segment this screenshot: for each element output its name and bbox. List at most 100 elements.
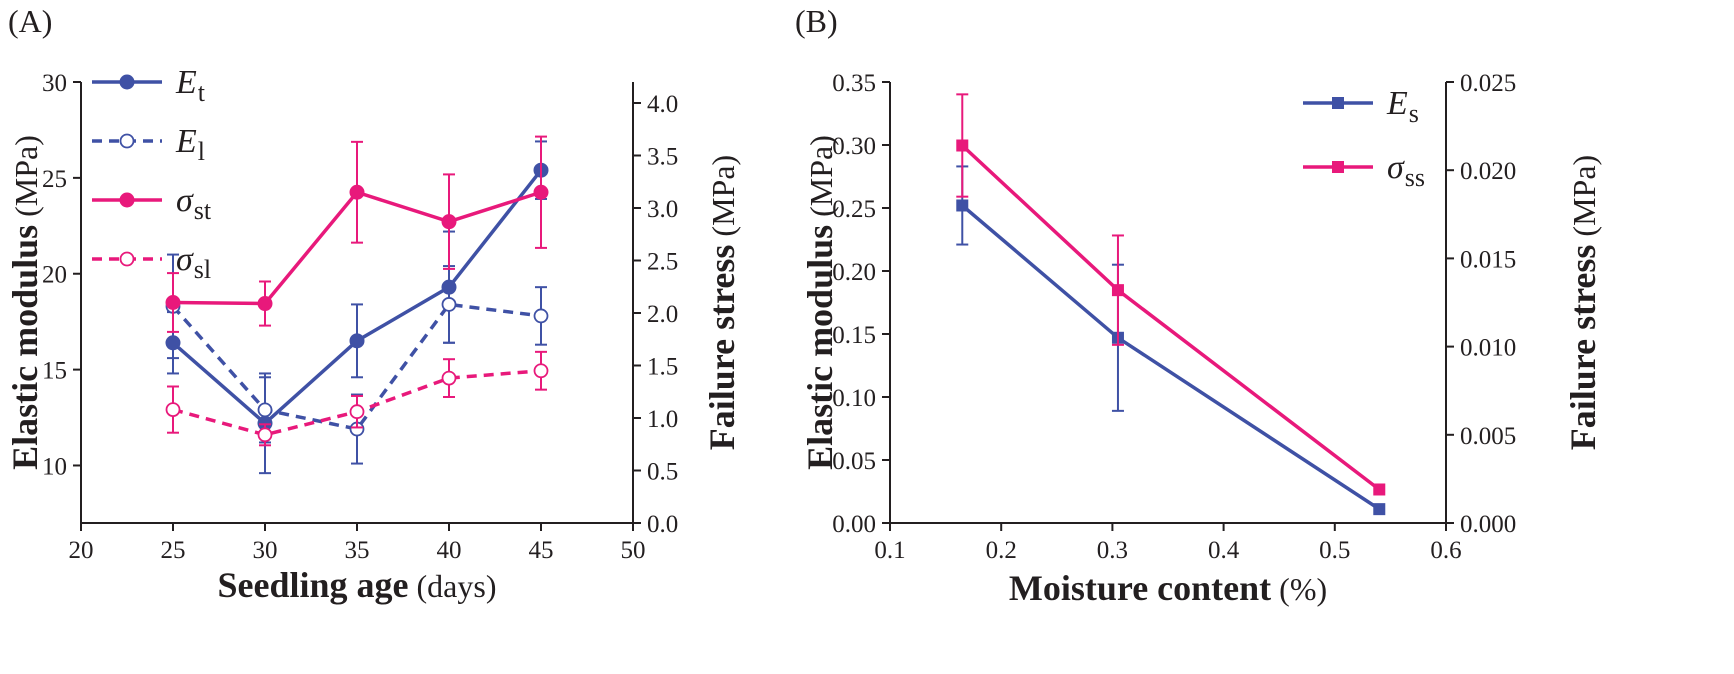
y-tick-label: 30: [42, 70, 67, 97]
x-tick-label: 20: [69, 537, 94, 564]
y-axis-title-main: Elastic modulus: [5, 225, 45, 470]
x-axis-title: Moisture content (%): [1009, 568, 1327, 608]
data-point-st: [349, 184, 365, 200]
data-point-st: [441, 214, 457, 230]
data-point-st: [533, 184, 549, 200]
y-tick-label: 0.05: [832, 448, 876, 475]
y-tick-label: 0.35: [832, 70, 876, 97]
y2-tick-label: 1.0: [647, 406, 678, 433]
y2-tick-label: 0.5: [647, 459, 678, 486]
legend-marker: [1332, 97, 1344, 109]
y2-axis-title-main: Failure stress: [1563, 245, 1603, 451]
data-point-ss: [1373, 483, 1386, 496]
legend-subscript: t: [198, 78, 206, 107]
x-tick-label: 45: [529, 537, 554, 564]
data-point-ss: [1111, 284, 1124, 297]
panel-label: (A): [8, 3, 52, 39]
y-tick-label: 0.15: [832, 322, 876, 349]
x-axis-title-main: Seedling age: [218, 565, 409, 605]
y2-axis-title-main: Failure stress: [702, 245, 742, 451]
data-point-sl: [441, 370, 457, 386]
y-axis-title: Elastic modulus (MPa): [5, 135, 45, 470]
legend-marker: [119, 192, 135, 208]
data-point-sl: [257, 427, 273, 443]
y2-tick-label: 0.020: [1460, 158, 1516, 185]
data-point-ss: [956, 139, 969, 152]
y2-tick-label: 0.005: [1460, 423, 1516, 450]
y-tick-label: 0.20: [832, 259, 876, 286]
legend-marker: [119, 251, 135, 267]
y2-tick-label: 1.5: [647, 354, 678, 381]
data-point-t: [349, 333, 365, 349]
legend-label: El: [175, 123, 205, 166]
y-tick-label: 0.25: [832, 196, 876, 223]
y2-tick-label: 4.0: [647, 91, 678, 118]
legend-label: Es: [1386, 85, 1419, 128]
data-point-s: [1373, 503, 1386, 516]
legend-symbol: E: [1386, 85, 1408, 122]
y-axis-title-unit: (MPa): [8, 135, 44, 217]
data-point-st: [257, 296, 273, 312]
legend-symbol: σ: [176, 241, 194, 278]
x-tick-label: 25: [161, 537, 186, 564]
y2-tick-label: 2.5: [647, 249, 678, 276]
x-tick-label: 40: [437, 537, 462, 564]
y-axis-title: Elastic modulus (MPa): [800, 135, 840, 470]
y-tick-label: 0.10: [832, 385, 876, 412]
x-tick-label: 0.6: [1430, 537, 1461, 564]
y2-tick-label: 3.0: [647, 196, 678, 223]
x-tick-label: 0.5: [1319, 537, 1350, 564]
y-tick-label: 10: [42, 453, 67, 480]
y2-tick-label: 0.015: [1460, 246, 1516, 273]
y-tick-label: 15: [42, 358, 67, 385]
legend-label: σsl: [176, 241, 211, 284]
data-point-sl: [165, 402, 181, 418]
data-point-st: [165, 295, 181, 310]
legend-label: Et: [175, 64, 206, 107]
y-axis-title-unit: (MPa): [803, 135, 839, 217]
y2-axis-title: Failure stress (MPa): [702, 155, 742, 450]
x-tick-label: 30: [253, 537, 278, 564]
y2-tick-label: 0.010: [1460, 335, 1516, 362]
data-point-l: [441, 297, 457, 312]
x-tick-label: 35: [345, 537, 370, 564]
x-axis-title-unit: (days): [417, 568, 497, 604]
x-tick-label: 50: [621, 537, 646, 564]
legend-symbol: E: [175, 64, 197, 101]
y2-axis-title-unit: (MPa): [705, 155, 741, 237]
panel-a: (A) 20 25 30 35 40 45 50 10 15 20 25 30 0.0 0.5 1.0 1.5 2…: [5, 3, 742, 605]
data-point-sl: [533, 363, 549, 379]
legend-subscript: st: [194, 196, 212, 225]
y-axis-title-main: Elastic modulus: [800, 225, 840, 470]
legend-symbol: E: [175, 123, 197, 160]
legend-subscript: sl: [194, 255, 211, 284]
panel-b: (B) 0.1 0.2 0.3 0.4 0.5 0.6 0.00 0.05 0.10 0.15 0.2…: [795, 3, 1603, 608]
x-axis-title: Seedling age (days): [218, 565, 497, 605]
series-line-l: [171, 302, 542, 431]
x-tick-label: 0.2: [986, 537, 1017, 564]
series-line-s: [961, 204, 1381, 511]
legend-symbol: σ: [1387, 149, 1405, 186]
legend-subscript: ss: [1405, 163, 1425, 192]
data-point-s: [956, 199, 969, 212]
legend-subscript: l: [198, 137, 205, 166]
y-tick-label: 0.30: [832, 133, 876, 160]
y-tick-label: 25: [42, 166, 67, 193]
y2-tick-label: 0.0: [647, 511, 678, 538]
x-tick-label: 0.3: [1097, 537, 1128, 564]
legend-label: σss: [1387, 149, 1425, 192]
x-axis-title-main: Moisture content: [1009, 568, 1271, 608]
legend-marker: [119, 133, 135, 149]
y2-tick-label: 0.000: [1460, 511, 1516, 538]
y2-tick-label: 3.5: [647, 144, 678, 171]
y2-axis-title: Failure stress (MPa): [1563, 155, 1603, 450]
y2-axis-title-unit: (MPa): [1566, 155, 1602, 237]
legend-symbol: σ: [176, 182, 194, 219]
legend-marker: [1332, 161, 1344, 173]
legend-label: σst: [176, 182, 212, 225]
legend-subscript: s: [1409, 99, 1419, 128]
data-point-l: [533, 308, 549, 324]
legend-marker: [119, 74, 135, 90]
panel-label: (B): [795, 3, 838, 39]
